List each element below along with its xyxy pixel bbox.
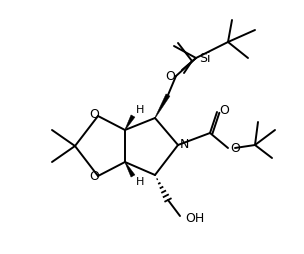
Polygon shape xyxy=(125,162,135,177)
Text: OH: OH xyxy=(185,212,204,225)
Text: O: O xyxy=(219,103,229,117)
Text: O: O xyxy=(230,141,240,154)
Text: O: O xyxy=(89,170,99,183)
Text: O: O xyxy=(165,70,175,83)
Text: H: H xyxy=(136,105,144,115)
Text: H: H xyxy=(136,177,144,187)
Polygon shape xyxy=(155,94,170,118)
Text: O: O xyxy=(89,108,99,121)
Text: N: N xyxy=(180,138,189,151)
Text: Si: Si xyxy=(199,52,210,65)
Polygon shape xyxy=(125,115,135,130)
